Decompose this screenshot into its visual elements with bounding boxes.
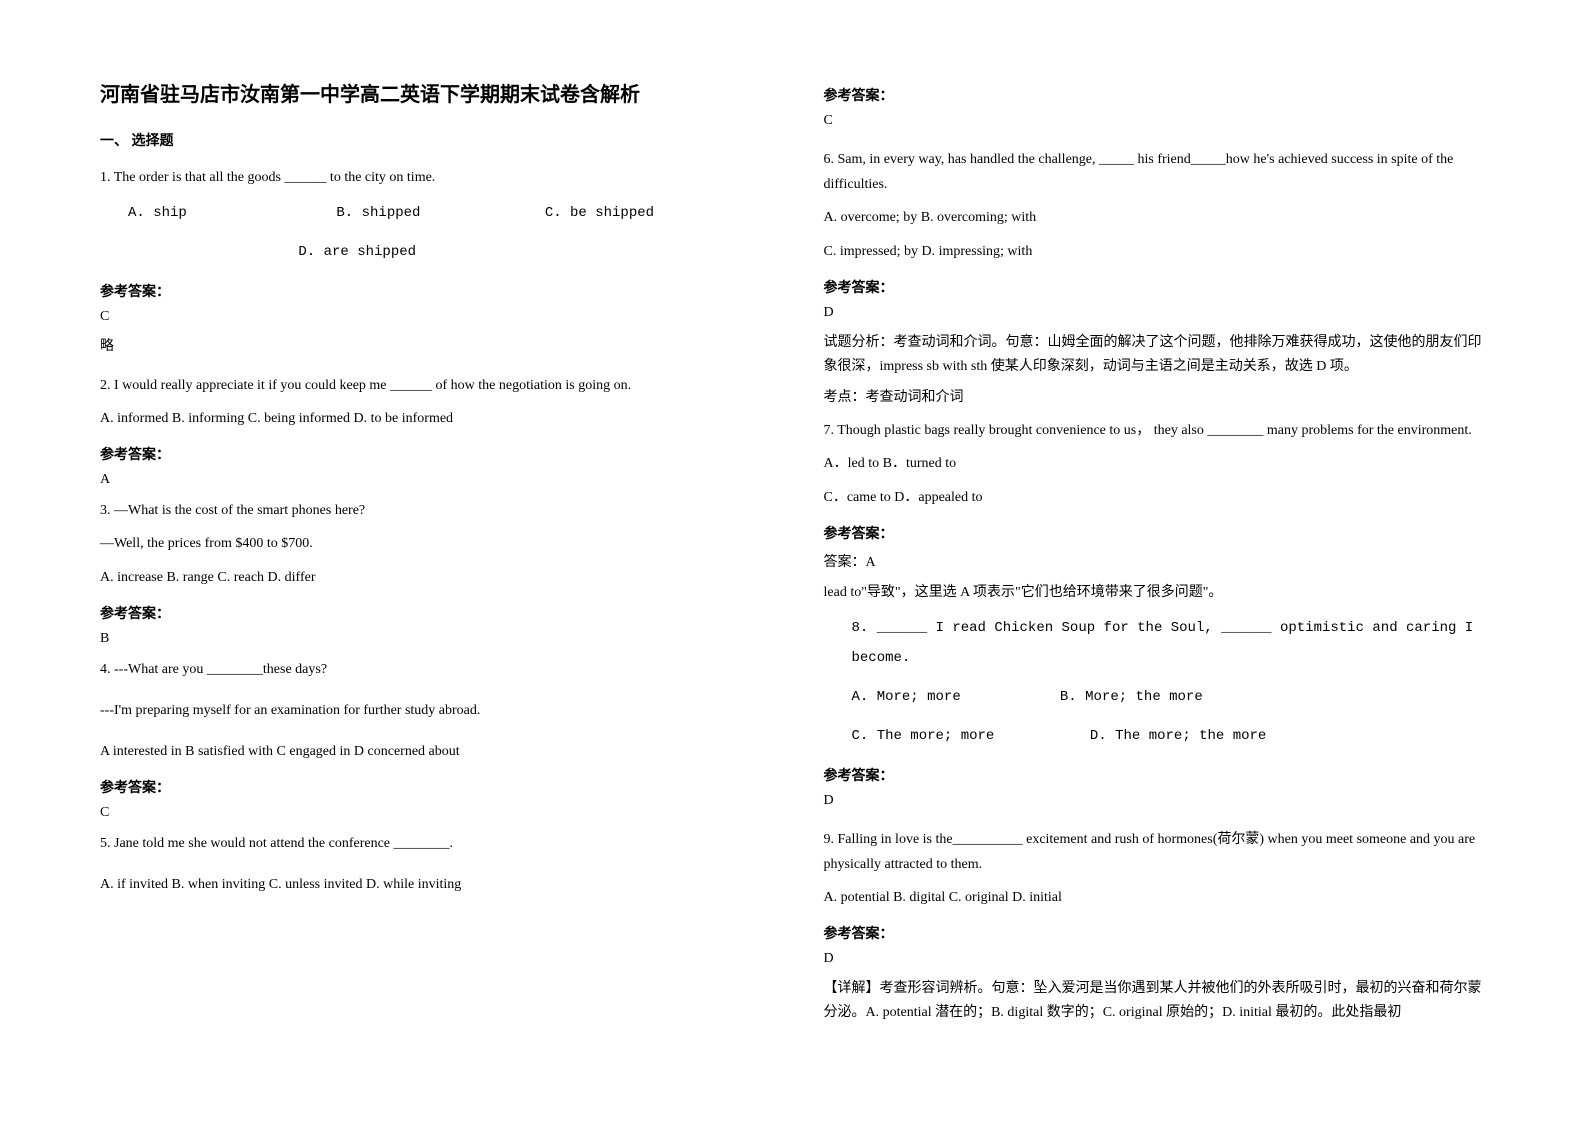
- explanation-6-1: 试题分析：考查动词和介词。句意：山姆全面的解决了这个问题，他排除万难获得成功，这…: [824, 331, 1488, 379]
- q8-opt-d: D. The more; the more: [1090, 728, 1266, 744]
- answer-2: A: [100, 472, 764, 488]
- question-6-options-ab: A. overcome; by B. overcoming; with: [824, 205, 1488, 230]
- answer-label-5: 参考答案：: [824, 85, 1488, 105]
- answer-label-7: 参考答案：: [824, 523, 1488, 543]
- question-9-options: A. potential B. digital C. original D. i…: [824, 885, 1488, 910]
- answer-label-8: 参考答案：: [824, 765, 1488, 785]
- q1-opt-d: D. are shipped: [298, 244, 416, 260]
- question-5: 5. Jane told me she would not attend the…: [100, 831, 764, 856]
- q8-opt-c: C. The more; more: [852, 721, 1082, 752]
- question-7: 7. Though plastic bags really brought co…: [824, 418, 1488, 443]
- left-column: 河南省驻马店市汝南第一中学高二英语下学期期末试卷含解析 一、 选择题 1. Th…: [100, 80, 764, 1042]
- answer-5: C: [824, 113, 1488, 129]
- question-4-line2: ---I'm preparing myself for an examinati…: [100, 698, 764, 723]
- question-1-options: A. ship B. shipped C. be shipped: [100, 198, 764, 229]
- question-6: 6. Sam, in every way, has handled the ch…: [824, 147, 1488, 197]
- question-1: 1. The order is that all the goods _____…: [100, 165, 764, 190]
- question-7-options-cd: C．came to D．appealed to: [824, 485, 1488, 510]
- explanation-7: lead to"导致"，这里选 A 项表示"它们也给环境带来了很多问题"。: [824, 581, 1488, 605]
- question-2: 2. I would really appreciate it if you c…: [100, 373, 764, 398]
- answer-label-1: 参考答案：: [100, 281, 764, 301]
- question-7-options-ab: A．led to B．turned to: [824, 451, 1488, 476]
- question-2-options: A. informed B. informing C. being inform…: [100, 406, 764, 431]
- explanation-6-2: 考点：考查动词和介词: [824, 386, 1488, 410]
- answer-label-4: 参考答案：: [100, 777, 764, 797]
- answer-3: B: [100, 631, 764, 647]
- answer-label-3: 参考答案：: [100, 603, 764, 623]
- section-header: 一、 选择题: [100, 130, 764, 150]
- question-5-options: A. if invited B. when inviting C. unless…: [100, 872, 764, 897]
- q8-opt-a: A. More; more: [852, 682, 1052, 713]
- answer-8: D: [824, 793, 1488, 809]
- answer-4: C: [100, 805, 764, 821]
- q1-opt-b: B. shipped: [336, 198, 536, 229]
- q1-opt-c: C. be shipped: [545, 205, 654, 221]
- question-8: 8. ______ I read Chicken Soup for the So…: [824, 613, 1488, 675]
- question-4-options: A interested in B satisfied with C engag…: [100, 739, 764, 764]
- note-1: 略: [100, 335, 764, 355]
- explanation-9: 【详解】考查形容词辨析。句意：坠入爱河是当你遇到某人并被他们的外表所吸引时，最初…: [824, 977, 1488, 1025]
- q8-opt-b: B. More; the more: [1060, 689, 1203, 705]
- question-8-options-cd: C. The more; more D. The more; the more: [824, 721, 1488, 752]
- answer-1: C: [100, 309, 764, 325]
- answer-label-9: 参考答案：: [824, 923, 1488, 943]
- answer-label-2: 参考答案：: [100, 444, 764, 464]
- right-column: 参考答案： C 6. Sam, in every way, has handle…: [824, 80, 1488, 1042]
- question-3-line2: —Well, the prices from $400 to $700.: [100, 531, 764, 556]
- answer-label-6: 参考答案：: [824, 277, 1488, 297]
- question-4-line1: 4. ---What are you ________these days?: [100, 657, 764, 682]
- question-8-options-ab: A. More; more B. More; the more: [824, 682, 1488, 713]
- question-6-options-cd: C. impressed; by D. impressing; with: [824, 239, 1488, 264]
- question-1-options-2: D. are shipped: [100, 237, 764, 268]
- question-9: 9. Falling in love is the__________ exci…: [824, 827, 1488, 877]
- question-3-line1: 3. —What is the cost of the smart phones…: [100, 498, 764, 523]
- answer-6: D: [824, 305, 1488, 321]
- question-3-options: A. increase B. range C. reach D. differ: [100, 565, 764, 590]
- document-title: 河南省驻马店市汝南第一中学高二英语下学期期末试卷含解析: [100, 80, 764, 110]
- answer-9: D: [824, 951, 1488, 967]
- q1-opt-a: A. ship: [128, 198, 328, 229]
- answer-7: 答案：A: [824, 551, 1488, 571]
